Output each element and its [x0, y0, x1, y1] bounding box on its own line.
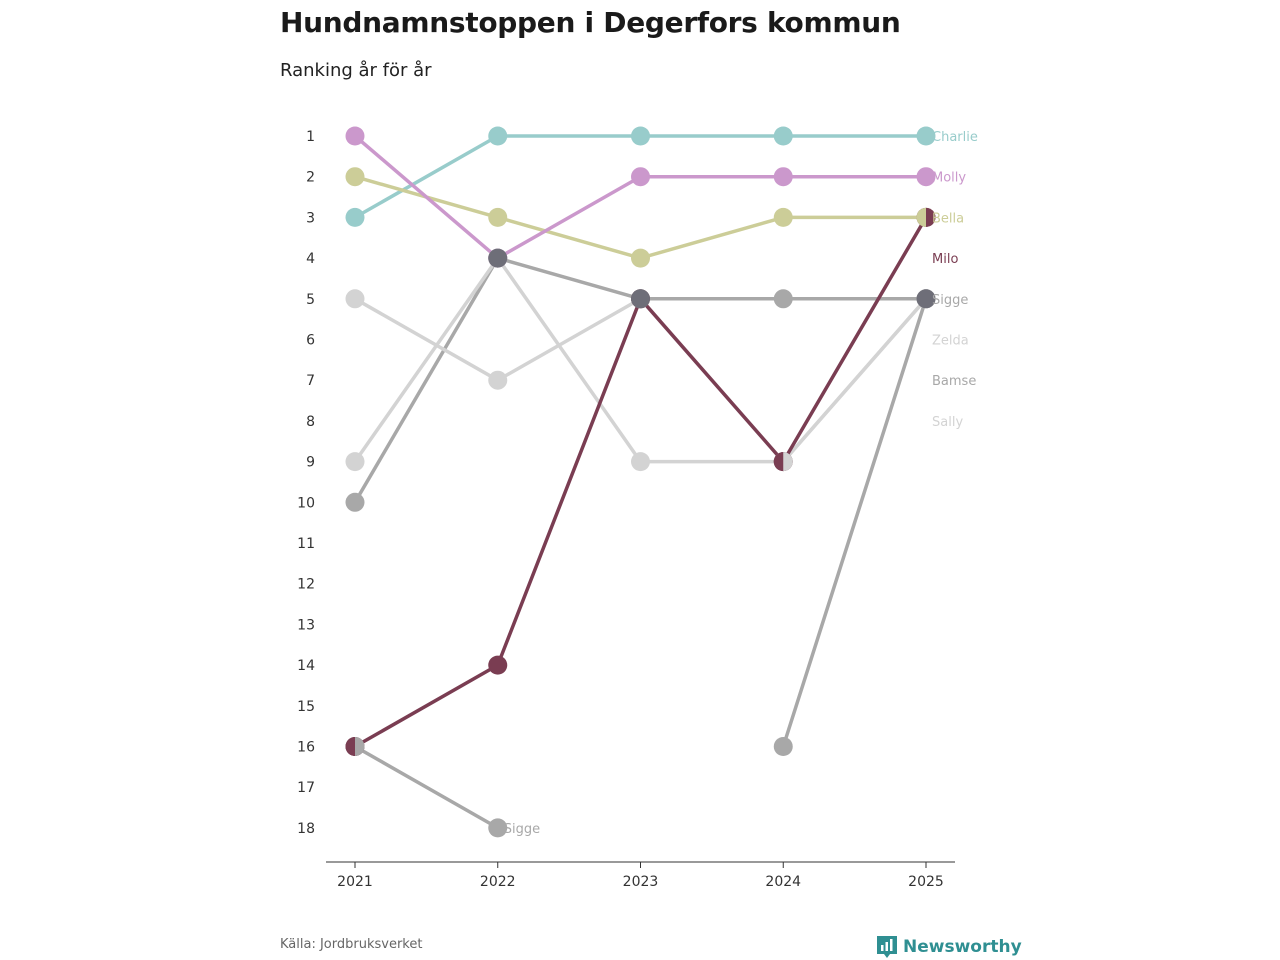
- series-label-zelda: Zelda: [932, 334, 969, 349]
- marker-charlie: [631, 126, 650, 146]
- marker-charlie: [773, 126, 793, 146]
- newsworthy-icon: [877, 936, 897, 958]
- marker-overlap: [631, 289, 650, 309]
- source-note: Källa: Jordbruksverket: [280, 937, 423, 952]
- marker-bella: [345, 167, 365, 187]
- y-tick-label: 11: [297, 536, 315, 552]
- marker-split-left: [773, 452, 784, 472]
- marker-split-left: [916, 207, 926, 227]
- x-tick-label: 2023: [623, 874, 659, 890]
- marker-overlap: [488, 248, 508, 268]
- series-line-sigge: [353, 744, 500, 830]
- marker-molly: [916, 167, 936, 187]
- marker-bamse: [345, 492, 365, 512]
- marker-molly: [345, 126, 365, 146]
- y-tick-label: 15: [297, 699, 315, 715]
- series-label-bella: Bella: [932, 211, 964, 226]
- brand-name: Newsworthy: [903, 937, 1022, 957]
- marker-sally: [345, 452, 365, 472]
- series-markers: [345, 126, 936, 838]
- y-tick-label: 9: [306, 455, 315, 471]
- x-tick-label: 2022: [480, 874, 516, 890]
- marker-milo: [488, 655, 508, 675]
- marker-split-right: [926, 207, 936, 227]
- y-tick-label: 2: [306, 170, 315, 186]
- series-label-charlie: Charlie: [932, 130, 978, 145]
- y-tick-label: 5: [306, 292, 315, 308]
- series-labels: Charlie Molly Bella Milo Sigge Zelda Bamse Sall…: [504, 130, 978, 837]
- marker-split-right: [783, 452, 793, 472]
- marker-bamse: [773, 289, 793, 309]
- annotation-label: Sigge: [504, 822, 540, 837]
- y-tick-label: 3: [306, 210, 315, 226]
- x-axis: 2021 2022 2023 2024 2025: [326, 861, 955, 890]
- x-tick-label: 2024: [765, 874, 801, 890]
- marker-charlie: [345, 207, 365, 227]
- marker-sally: [631, 452, 650, 472]
- chart-title: Hundnamnstoppen i Degerfors kommun: [280, 6, 901, 39]
- y-tick-label: 10: [297, 495, 315, 511]
- series-label-sigge: Sigge: [932, 293, 968, 308]
- marker-sigge: [773, 737, 793, 756]
- marker-sigge: [488, 818, 508, 838]
- series-lines: [353, 134, 928, 830]
- marker-split-left: [345, 737, 355, 756]
- y-tick-label: 13: [297, 617, 315, 633]
- marker-molly: [773, 167, 793, 187]
- chart-subtitle: Ranking år för år: [280, 60, 432, 81]
- marker-molly: [631, 167, 650, 187]
- marker-zelda: [345, 289, 365, 309]
- y-tick-label: 18: [297, 821, 315, 837]
- y-tick-label: 4: [306, 251, 315, 267]
- marker-zelda: [488, 370, 508, 390]
- y-tick-label: 7: [306, 373, 315, 389]
- y-tick-label: 6: [306, 333, 315, 349]
- series-label-bamse: Bamse: [932, 374, 976, 389]
- series-line-zelda: [353, 297, 928, 464]
- marker-charlie: [916, 126, 936, 146]
- y-tick-label: 8: [306, 414, 315, 430]
- brand-logo: Newsworthy: [876, 935, 1022, 959]
- marker-charlie: [488, 126, 508, 146]
- marker-bella: [773, 207, 793, 227]
- series-line-molly: [353, 134, 928, 260]
- marker-bella: [631, 248, 650, 268]
- marker-bella: [488, 207, 508, 227]
- y-tick-label: 14: [297, 658, 315, 674]
- series-line-sally: [353, 256, 928, 464]
- y-tick-label: 17: [297, 780, 315, 796]
- y-tick-label: 12: [297, 577, 315, 593]
- series-label-molly: Molly: [932, 171, 966, 186]
- series-label-sally: Sally: [932, 415, 963, 430]
- y-tick-label: 1: [306, 129, 315, 145]
- y-tick-label: 16: [297, 740, 315, 756]
- series-line-bella: [353, 174, 928, 260]
- series-label-milo: Milo: [932, 252, 958, 267]
- marker-overlap: [916, 289, 936, 309]
- x-tick-label: 2025: [908, 874, 944, 890]
- marker-split-right: [355, 737, 365, 756]
- series-line-sigge: [781, 297, 928, 749]
- x-tick-label: 2021: [337, 874, 373, 890]
